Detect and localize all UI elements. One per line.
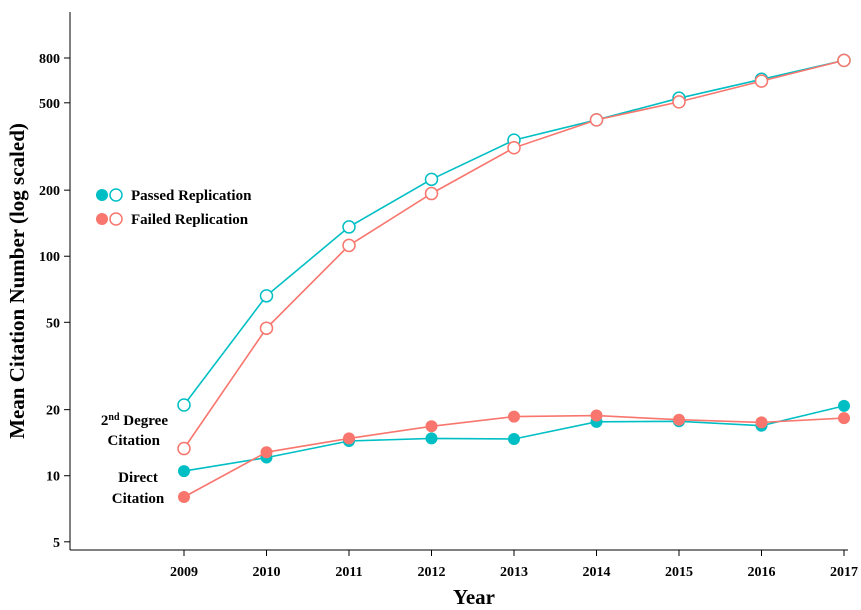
x-axis-title: Year [453, 585, 495, 609]
legend-passed-hollow-marker [109, 188, 123, 202]
data-point-filled [425, 432, 438, 445]
data-point-filled [508, 410, 520, 423]
y-tick-label: 20 [46, 404, 60, 419]
annotation-direct: Direct Citation [112, 470, 165, 507]
data-point-filled [178, 465, 190, 478]
data-point-filled [425, 420, 438, 433]
data-point-hollow [672, 95, 686, 109]
legend-failed-label: Failed Replication [131, 212, 249, 228]
data-point-filled [838, 399, 850, 412]
y-tick-label: 800 [39, 52, 60, 67]
legend-failed-hollow-marker [109, 212, 123, 226]
annotation-direct-line1: Direct [118, 470, 158, 486]
data-point-hollow [754, 74, 769, 88]
data-point-hollow [424, 172, 439, 187]
series-layer [177, 53, 851, 503]
series-3 [178, 409, 850, 503]
series-line [183, 59, 845, 406]
x-ticks: 2009 2010 2011 2012 2013 2014 2015 2016 2017 [170, 550, 858, 580]
data-point-filled [590, 409, 603, 422]
data-point-hollow [589, 113, 604, 127]
data-point-hollow [837, 53, 851, 68]
data-point-filled [755, 416, 768, 429]
data-point-hollow [177, 441, 191, 456]
legend-item-failed: Failed Replication [96, 212, 249, 228]
data-point-hollow [342, 220, 356, 234]
series-1 [177, 53, 851, 456]
x-tick-label: 2017 [830, 565, 858, 580]
data-point-hollow [259, 289, 274, 303]
legend-passed-filled-marker [96, 189, 108, 201]
y-tick-label: 500 [39, 97, 60, 112]
data-point-hollow [342, 238, 356, 253]
x-tick-label: 2016 [748, 565, 776, 580]
x-tick-label: 2012 [418, 565, 446, 580]
x-tick-label: 2013 [500, 565, 528, 580]
y-tick-label: 100 [39, 250, 60, 265]
legend: Passed Replication Failed Replication [96, 188, 252, 228]
y-axis-title: Mean Citation Number (log scaled) [5, 123, 29, 439]
y-tick-label: 200 [39, 184, 60, 199]
y-tick-label: 50 [46, 316, 60, 331]
data-point-filled [343, 432, 355, 445]
y-ticks: 5 10 20 50 100 200 500 800 [39, 52, 70, 551]
data-point-hollow [177, 398, 191, 412]
data-point-filled [673, 413, 685, 426]
legend-failed-filled-marker [96, 213, 108, 225]
data-point-hollow [259, 321, 274, 335]
x-tick-label: 2010 [253, 565, 281, 580]
annotation-second-degree-line2: Citation [108, 433, 161, 449]
legend-passed-label: Passed Replication [131, 188, 252, 204]
series-line [183, 414, 845, 498]
series-line [183, 59, 845, 449]
data-point-filled [838, 412, 850, 425]
annotation-second-degree: 2nd Degree Citation [101, 412, 168, 449]
data-point-hollow [507, 141, 521, 155]
data-point-filled [260, 446, 273, 459]
x-tick-label: 2015 [665, 565, 693, 580]
y-tick-label: 10 [46, 470, 60, 485]
data-point-filled [508, 433, 520, 446]
x-tick-label: 2011 [335, 565, 362, 580]
legend-item-passed: Passed Replication [96, 188, 252, 204]
series-0 [177, 53, 851, 412]
y-tick-label: 5 [53, 536, 60, 551]
annotation-direct-line2: Citation [112, 491, 165, 507]
x-tick-label: 2014 [583, 565, 611, 580]
data-point-filled [178, 491, 190, 503]
annotation-second-degree-line1: 2nd Degree [101, 412, 168, 429]
x-tick-label: 2009 [170, 565, 198, 580]
data-point-hollow [424, 186, 439, 201]
